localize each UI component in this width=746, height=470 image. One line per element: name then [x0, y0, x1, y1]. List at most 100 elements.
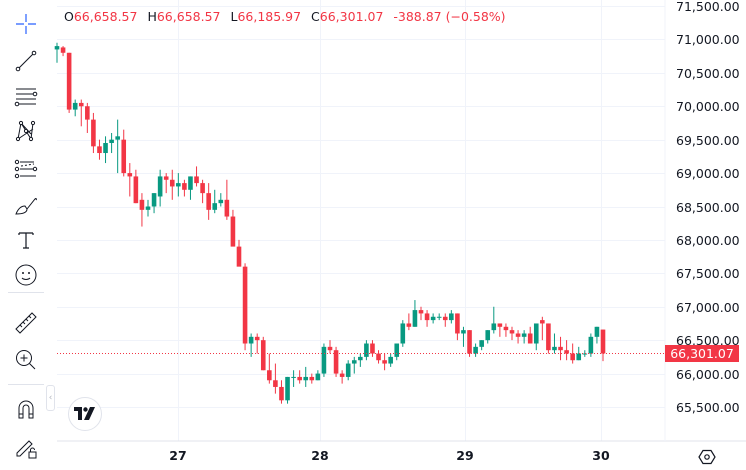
candle	[291, 376, 296, 378]
toolbar-divider	[8, 292, 44, 293]
candle	[157, 176, 163, 197]
candle	[467, 330, 472, 354]
candle	[594, 326, 600, 337]
candle	[540, 320, 545, 324]
candle	[515, 333, 521, 337]
candle	[285, 376, 290, 401]
candle	[297, 376, 302, 381]
candle	[254, 336, 260, 341]
price-tick-label: 71,000.00	[676, 31, 740, 47]
grid-lines	[57, 0, 665, 441]
candle	[236, 246, 242, 267]
candle	[133, 176, 139, 204]
candle	[558, 346, 563, 351]
candle	[260, 340, 266, 371]
candle	[188, 176, 193, 190]
candle	[449, 313, 454, 321]
candle	[151, 193, 157, 207]
tool-magnet[interactable]	[9, 395, 43, 425]
candle	[418, 310, 424, 314]
change-value: -388.87 (−0.58%)	[393, 9, 506, 24]
price-tick-label: 67,500.00	[676, 265, 740, 281]
toolbar-divider	[8, 384, 44, 385]
candle	[533, 323, 539, 344]
tool-trend-line[interactable]	[9, 46, 43, 76]
candle	[109, 139, 114, 144]
candle	[455, 313, 460, 334]
candle	[485, 330, 491, 341]
chart-settings-button[interactable]	[698, 448, 716, 466]
candle	[479, 340, 484, 347]
candle	[115, 136, 120, 140]
candle	[242, 266, 248, 344]
candle	[436, 316, 442, 318]
candle	[552, 346, 557, 351]
price-tick-label: 70,500.00	[676, 65, 740, 81]
ohlc-legend: O66,658.57 H66,658.57 L66,185.97 C66,301…	[64, 9, 506, 24]
candle	[309, 376, 315, 381]
candle	[442, 316, 448, 321]
candle	[139, 199, 145, 210]
candle	[406, 323, 412, 327]
candle	[315, 373, 321, 381]
fib-retracement-icon	[14, 88, 38, 107]
tradingview-logo[interactable]	[68, 397, 102, 431]
candle	[91, 119, 96, 147]
time-tick-label: 29	[456, 448, 474, 463]
tool-prediction[interactable]	[9, 153, 43, 183]
close-value: 66,301.07	[319, 9, 384, 24]
candle	[54, 46, 60, 50]
candle	[145, 206, 151, 210]
tool-lock-drawings[interactable]	[9, 432, 43, 462]
candle	[509, 330, 515, 334]
trend-line-icon	[15, 50, 37, 72]
pattern-icon	[15, 120, 36, 142]
candle	[576, 353, 582, 361]
candle	[176, 183, 181, 187]
candle	[412, 310, 418, 327]
candle	[200, 183, 205, 194]
price-tick-label: 71,500.00	[676, 0, 740, 14]
candle	[345, 363, 351, 377]
candle	[248, 336, 254, 344]
candle	[521, 333, 527, 337]
candle	[588, 336, 594, 354]
tool-brush[interactable]	[9, 190, 43, 220]
time-tick-label: 28	[311, 448, 329, 463]
tool-crosshair[interactable]	[9, 9, 43, 39]
drawing-toolbar	[0, 0, 52, 470]
candle	[224, 199, 230, 217]
candlestick-series	[54, 42, 606, 404]
candle	[564, 350, 569, 354]
candle	[430, 316, 436, 321]
candle	[491, 323, 497, 331]
last-price-badge: 66,301.07	[665, 345, 739, 362]
tool-text[interactable]	[9, 225, 43, 255]
high-value: 66,658.57	[156, 9, 221, 24]
candle	[66, 52, 72, 110]
price-tick-label: 68,000.00	[676, 232, 740, 248]
tool-zoom-in[interactable]	[9, 345, 43, 375]
collapse-toolbar-button[interactable]: ‹	[46, 385, 55, 411]
candle	[570, 353, 575, 361]
candle	[169, 179, 175, 187]
candle	[388, 356, 393, 364]
open-label: O	[64, 9, 74, 24]
tool-ruler[interactable]	[9, 308, 43, 338]
tool-pattern[interactable]	[9, 116, 43, 146]
candle	[394, 343, 400, 357]
candle	[212, 203, 218, 210]
low-value: 66,185.97	[237, 9, 302, 24]
settings-hexagon-icon	[698, 449, 716, 465]
price-tick-label: 65,500.00	[676, 399, 740, 415]
price-tick-label: 68,500.00	[676, 199, 740, 215]
tool-emoji[interactable]	[9, 260, 43, 290]
candle	[85, 106, 90, 120]
price-tick-label: 69,000.00	[676, 165, 740, 181]
brush-icon	[15, 198, 37, 215]
tool-fib-retracement[interactable]	[9, 81, 43, 111]
tradingview-logo-icon	[74, 407, 95, 420]
candle	[182, 183, 187, 190]
